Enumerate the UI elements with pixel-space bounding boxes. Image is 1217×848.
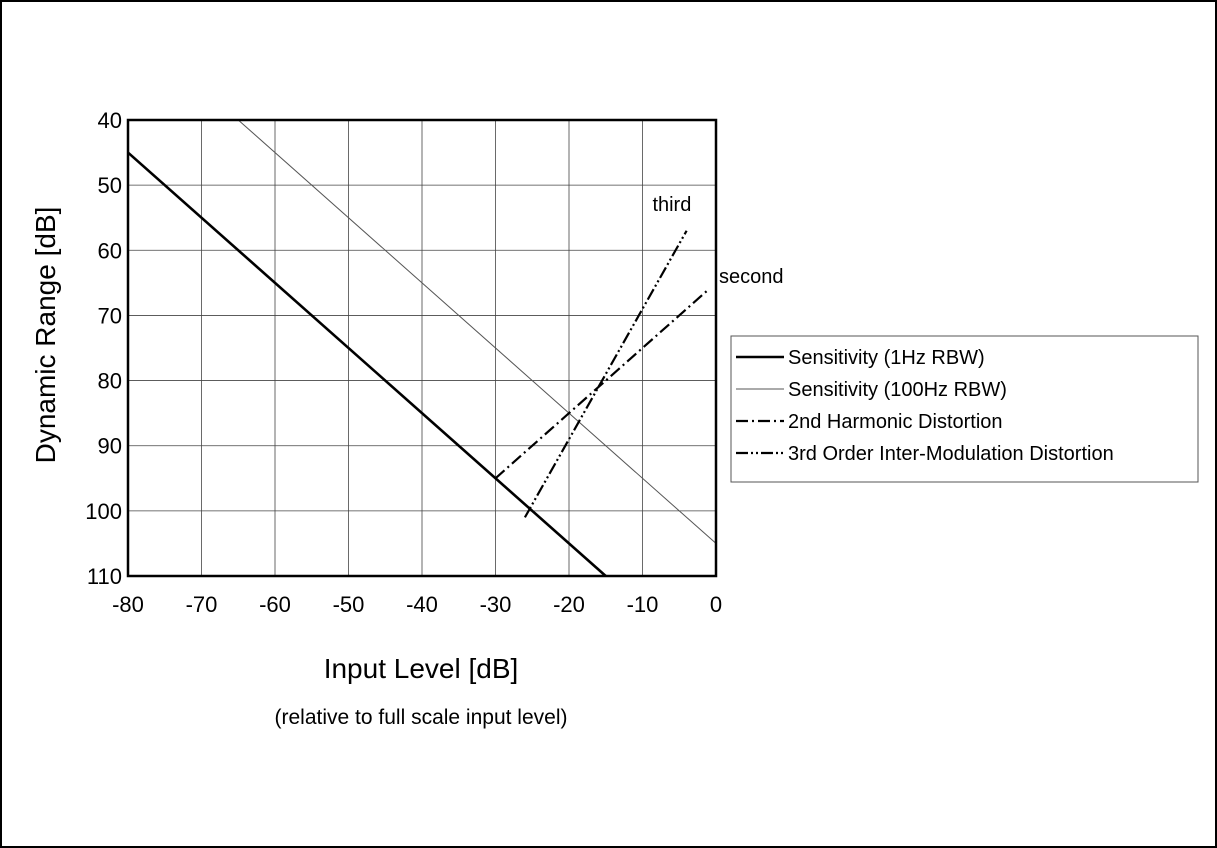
x-axis-title: Input Level [dB] — [324, 653, 519, 684]
legend: Sensitivity (1Hz RBW) Sensitivity (100Hz … — [730, 335, 1199, 483]
x-tick-label: -10 — [627, 592, 659, 617]
x-tick-label: -70 — [186, 592, 218, 617]
y-tick-label: 50 — [98, 173, 122, 198]
x-tick-label: -20 — [553, 592, 585, 617]
series-lines — [127, 119, 717, 577]
x-axis-subtitle: (relative to full scale input level) — [275, 706, 568, 729]
y-tick-label: 90 — [98, 434, 122, 459]
x-tick-label: -50 — [333, 592, 365, 617]
x-tick-label: 0 — [710, 592, 722, 617]
y-axis-ticks: 40 50 60 70 80 90 100 110 — [85, 108, 122, 589]
y-tick-label: 80 — [98, 369, 122, 394]
annotation-label: third — [652, 194, 691, 216]
grid — [127, 119, 717, 577]
y-axis-title: Dynamic Range [dB] — [30, 207, 61, 464]
legend-label: 3rd Order Inter-Modulation Distortion — [788, 443, 1114, 465]
x-tick-label: -30 — [480, 592, 512, 617]
legend-label: Sensitivity (1Hz RBW) — [788, 347, 985, 369]
x-tick-label: -60 — [259, 592, 291, 617]
y-tick-label: 70 — [98, 303, 122, 328]
annotations: third second — [652, 194, 783, 288]
legend-label: 2nd Harmonic Distortion — [788, 411, 1003, 433]
x-axis-ticks: -80 -70 -60 -50 -40 -30 -20 -10 0 — [112, 592, 722, 617]
series-line-3 — [494, 288, 710, 480]
y-tick-label: 40 — [98, 108, 122, 133]
series-line-1 — [127, 151, 607, 577]
legend-label: Sensitivity (100Hz RBW) — [788, 379, 1007, 401]
y-tick-label: 110 — [87, 564, 122, 589]
series-line-4 — [523, 230, 688, 518]
x-tick-label: -40 — [406, 592, 438, 617]
x-tick-label: -80 — [112, 592, 144, 617]
y-tick-label: 100 — [85, 499, 122, 524]
annotation-label: second — [719, 266, 784, 288]
plot-area-border — [126, 118, 718, 578]
legend-box — [730, 335, 1199, 483]
series-line-2 — [237, 119, 717, 544]
y-tick-label: 60 — [98, 238, 122, 263]
